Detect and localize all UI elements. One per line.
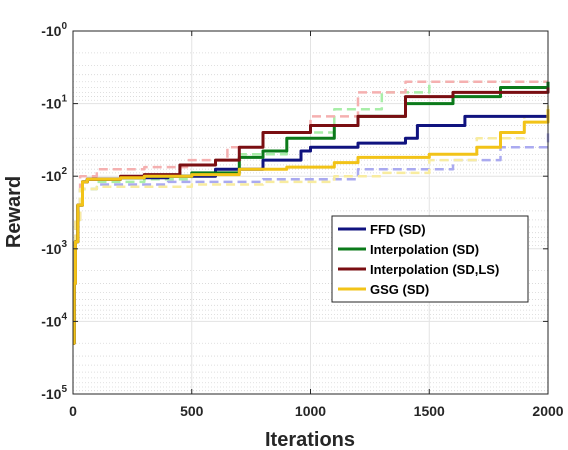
x-tick-label: 1000 [295, 403, 326, 419]
y-tick-label: -101 [41, 94, 67, 112]
y-tick-label: -104 [41, 311, 67, 329]
y-tick-label: -105 [41, 384, 67, 402]
x-tick-label: 1500 [414, 403, 445, 419]
x-tick-label: 2000 [532, 403, 563, 419]
x-tick-label: 500 [180, 403, 204, 419]
series-layer [72, 81, 550, 345]
legend-label: Interpolation (SD) [370, 242, 479, 257]
legend-label: GSG (SD) [370, 282, 429, 297]
legend-label: FFD (SD) [370, 222, 426, 237]
x-tick-label: 0 [69, 403, 77, 419]
y-axis-label: Reward [3, 176, 25, 248]
faint-series-line [73, 80, 548, 285]
y-tick-label: -100 [41, 21, 67, 39]
tick-layer: 0 500 1000 1500 2000 -100 -101 -102 -103 -104 -105 [41, 21, 564, 419]
x-axis-label: Iterations [265, 429, 355, 450]
y-tick-label: -103 [41, 239, 67, 257]
legend: FFD (SD) Interpolation (SD) Interpolation … [331, 215, 529, 303]
series-line [72, 109, 550, 345]
legend-label: Interpolation (SD,LS) [370, 262, 499, 277]
faint-series-line [73, 103, 550, 285]
y-tick-label: -102 [41, 166, 67, 184]
